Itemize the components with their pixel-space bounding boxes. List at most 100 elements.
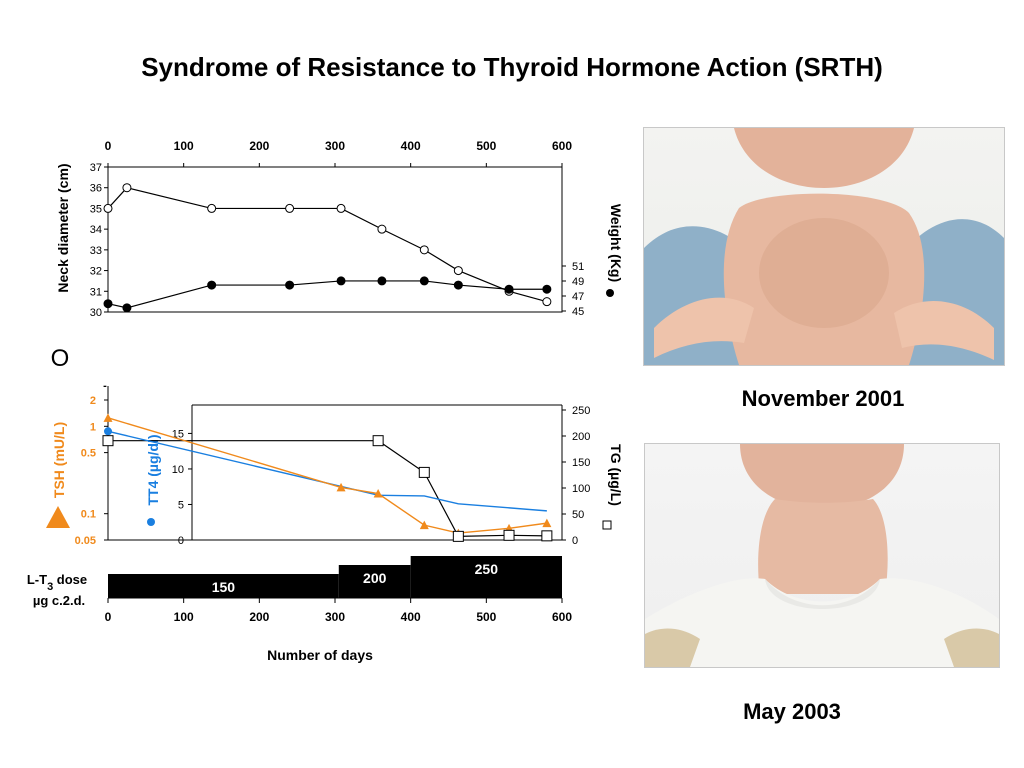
chart1-y-tick-label: 31 bbox=[90, 286, 102, 298]
dose-segment bbox=[108, 574, 339, 598]
weight-point bbox=[103, 299, 113, 309]
photo-illustration-2001 bbox=[644, 128, 1004, 365]
tg-point bbox=[102, 435, 114, 447]
neck-skin bbox=[758, 499, 888, 594]
neck-diameter-point bbox=[542, 297, 552, 307]
chart1-right-tick-label: 47 bbox=[572, 291, 584, 303]
dose-segment bbox=[338, 565, 411, 598]
chart1-y-label: Neck diameter (cm) bbox=[55, 163, 71, 292]
chart1-y-tick-label: 34 bbox=[90, 224, 102, 236]
tg-point bbox=[372, 435, 384, 447]
chart1-y-tick-label: 32 bbox=[90, 266, 102, 278]
chin bbox=[734, 128, 914, 188]
chart1-x-tick-label: 500 bbox=[476, 139, 496, 153]
chart2-left-dash: - bbox=[103, 380, 107, 392]
hand-right bbox=[894, 301, 994, 360]
neck-diameter-point bbox=[103, 203, 113, 213]
chart2-tt4-tick-label: 0 bbox=[178, 535, 184, 547]
collar bbox=[765, 579, 880, 609]
tt4-legend-marker bbox=[147, 518, 155, 526]
tg-point bbox=[452, 530, 464, 542]
tg-line bbox=[108, 440, 547, 537]
chart2-tsh-tick-label: 2 bbox=[90, 395, 96, 407]
neck-diameter-point bbox=[419, 245, 429, 255]
chart1-y-tick-label: 33 bbox=[90, 245, 102, 257]
neck-diameter-line bbox=[107, 187, 548, 303]
patient-photo-2003 bbox=[644, 443, 1000, 668]
chart1-y-tick-label: 35 bbox=[90, 203, 102, 215]
chin bbox=[740, 444, 904, 509]
neck-diameter-point bbox=[207, 203, 217, 213]
tsh-point bbox=[336, 482, 346, 492]
chart1-x-tick-label: 0 bbox=[105, 139, 112, 153]
neck-diameter-point bbox=[377, 224, 387, 234]
chart2-tg-label: TG (µg/L) bbox=[608, 444, 624, 506]
chart2-tt4-tick-label: 10 bbox=[172, 464, 184, 476]
chart1-x-tick-label: 400 bbox=[401, 139, 421, 153]
chart2-x-tick-label: 300 bbox=[325, 610, 345, 624]
chart1-x-tick-label: 600 bbox=[552, 139, 572, 153]
weight-point bbox=[504, 284, 514, 294]
tt4-line bbox=[107, 430, 547, 512]
patient-photo-2001 bbox=[643, 127, 1005, 366]
chart2-x-tick-label: 100 bbox=[174, 610, 194, 624]
chart2-tsh-tick-label: 0.05 bbox=[75, 535, 96, 547]
dose-label-subscript: 3 bbox=[47, 581, 53, 593]
chart2-x-tick-label: 600 bbox=[552, 610, 572, 624]
chart1-x-tick-label: 100 bbox=[174, 139, 194, 153]
goiter bbox=[759, 218, 889, 328]
chart2-tg-tick-label: 150 bbox=[572, 457, 590, 469]
neck-diameter-point bbox=[453, 266, 463, 276]
chart1-right-label: Weight (Kg) bbox=[608, 204, 624, 282]
chart2-x-tick-label: 500 bbox=[476, 610, 496, 624]
neck-diameter-point bbox=[285, 203, 295, 213]
weight-point bbox=[207, 280, 217, 290]
hand-left bbox=[654, 297, 754, 358]
photo-caption-2001: November 2001 bbox=[741, 386, 905, 411]
chart2-tg-tick-label: 50 bbox=[572, 509, 584, 521]
chart2-tt4-label: TT4 (µg/dl) bbox=[145, 434, 161, 505]
chart1-right-tick-label: 49 bbox=[572, 276, 584, 288]
chart1-x-tick-label: 300 bbox=[325, 139, 345, 153]
tsh-legend-marker bbox=[46, 506, 70, 528]
chart2-tt4-tick-label: 5 bbox=[178, 499, 184, 511]
weight-point bbox=[285, 280, 295, 290]
photo-caption-2003: May 2003 bbox=[743, 699, 841, 724]
chart1-y-tick-label: 30 bbox=[90, 307, 102, 319]
dose-segment-label: 250 bbox=[475, 561, 499, 577]
chart2-tsh-tick-label: 0.1 bbox=[81, 509, 96, 521]
weight-line bbox=[107, 280, 547, 309]
dose-label-part: dose bbox=[53, 572, 87, 587]
dose-label-line2: µg c.2.d. bbox=[33, 593, 85, 608]
chair-right bbox=[944, 628, 999, 667]
weight-point bbox=[419, 276, 429, 286]
chart1-frame bbox=[107, 166, 563, 313]
neck-diameter-point bbox=[122, 183, 132, 193]
tg-legend-marker bbox=[602, 520, 612, 530]
slide-title: Syndrome of Resistance to Thyroid Hormon… bbox=[141, 52, 883, 82]
chart1-right-tick-label: 45 bbox=[572, 306, 584, 318]
weight-point bbox=[336, 276, 346, 286]
chair-left bbox=[645, 628, 700, 667]
chart2-tsh-tick-label: 0.5 bbox=[81, 448, 96, 460]
tt4-point bbox=[104, 427, 112, 436]
chart1-x-tick-label: 200 bbox=[249, 139, 269, 153]
chart2-x-tick-label: 200 bbox=[249, 610, 269, 624]
tg-point bbox=[503, 529, 515, 541]
chart2-x-tick-label: 0 bbox=[105, 610, 112, 624]
chart1-y-tick-label: 36 bbox=[90, 183, 102, 195]
chart2-tg-tick-label: 200 bbox=[572, 431, 590, 443]
tg-point bbox=[541, 530, 553, 542]
chart2-x-label: Number of days bbox=[267, 647, 373, 663]
chart2-tsh-label: TSH (mU/L) bbox=[51, 422, 67, 498]
chart2-tg-tick-label: 100 bbox=[572, 483, 590, 495]
tsh-point bbox=[103, 413, 113, 422]
photo-illustration-2003 bbox=[645, 444, 999, 667]
tsh-point bbox=[419, 520, 429, 530]
dose-segment bbox=[410, 556, 562, 598]
chart2-tsh-tick-label: 1 bbox=[90, 421, 96, 433]
open-circle-symbol-label: O bbox=[51, 345, 70, 372]
tg-point bbox=[418, 466, 430, 478]
chart1-y-tick-label: 37 bbox=[90, 162, 102, 174]
